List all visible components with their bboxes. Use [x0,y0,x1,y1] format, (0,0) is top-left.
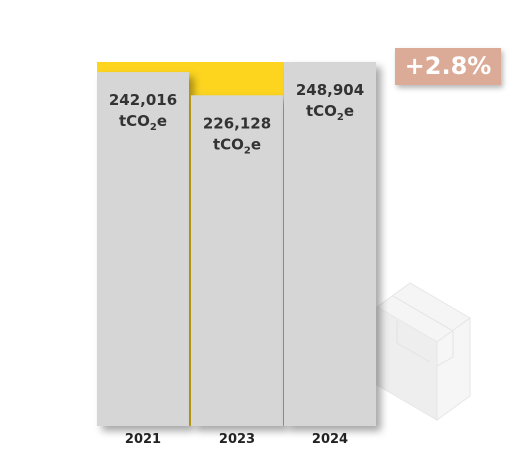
bar-2024 [284,62,376,426]
year-label-2023: 2023 [219,432,255,447]
package-box-icon [376,282,471,421]
change-badge: +2.8% [395,48,501,85]
unit-label-2023: tCO2e [213,135,261,156]
year-label-2021: 2021 [125,432,161,447]
value-label-2023: 226,128 [203,114,271,132]
unit-label-2021: tCO2e [119,112,167,133]
bar-2021 [97,72,189,426]
year-label-2024: 2024 [312,432,348,447]
bar-2023 [191,95,283,427]
unit-label-2024: tCO2e [306,102,354,123]
value-label-2021: 242,016 [109,91,177,109]
value-label-2024: 248,904 [296,81,364,99]
